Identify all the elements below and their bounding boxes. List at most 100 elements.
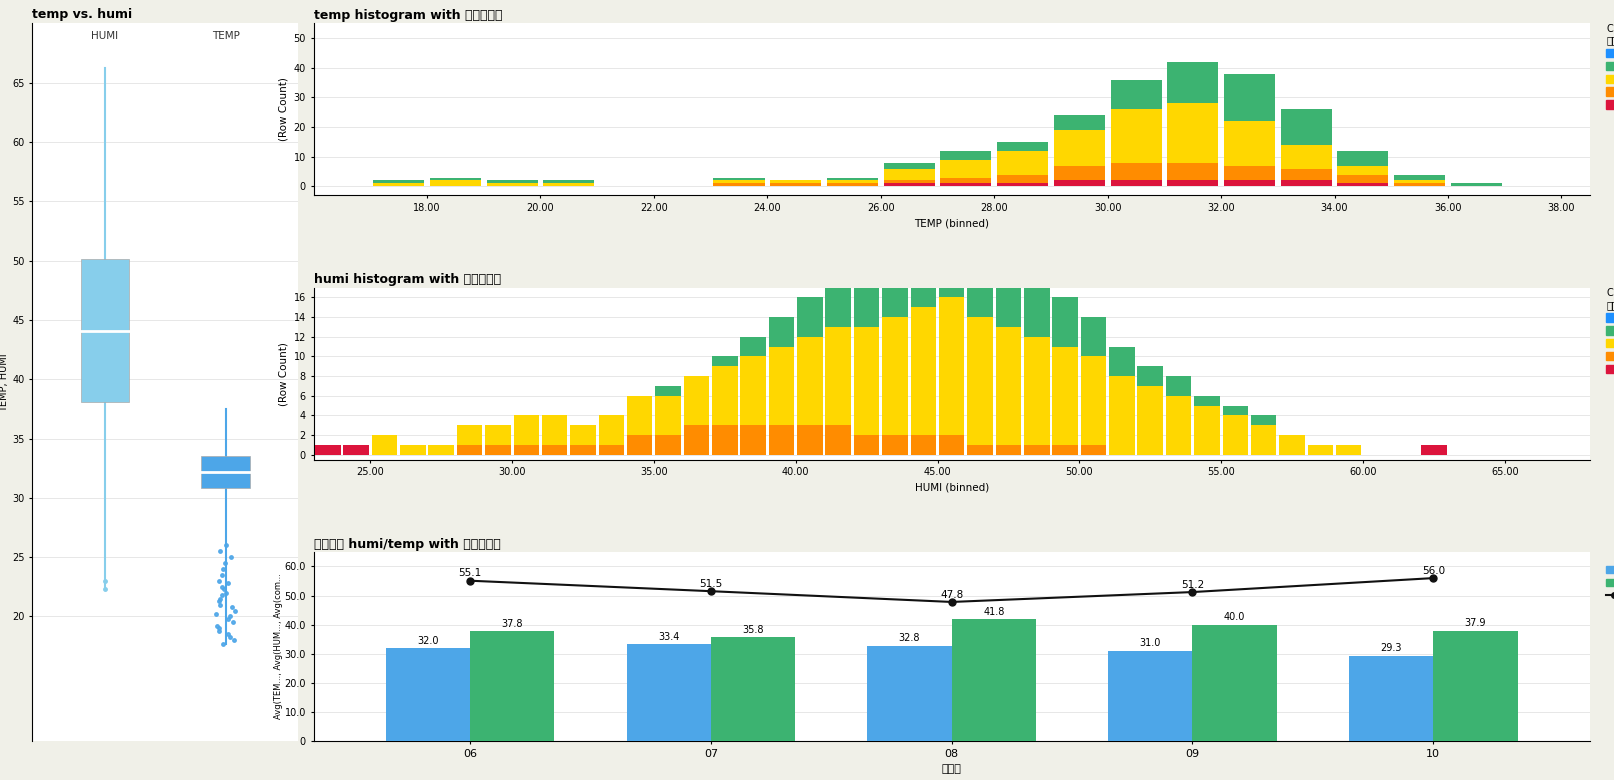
- Y-axis label: Avg(TEM..., Avg(HUM..., Avg(com...: Avg(TEM..., Avg(HUM..., Avg(com...: [274, 573, 282, 719]
- Bar: [1167, 163, 1219, 180]
- Bar: [1280, 180, 1332, 186]
- Line: Avg(comfort): Avg(comfort): [466, 575, 1436, 605]
- X-axis label: 측정월: 측정월: [941, 764, 962, 775]
- Bar: [1338, 165, 1388, 175]
- Bar: [910, 435, 936, 455]
- Bar: [1110, 109, 1162, 163]
- Legend: Avg(TEMP), Avg(HUMI), Avg(comfort): Avg(TEMP), Avg(HUMI), Avg(comfort): [1603, 548, 1614, 604]
- Bar: [655, 435, 681, 455]
- Bar: [1052, 346, 1078, 445]
- Bar: [939, 297, 965, 435]
- Bar: [941, 178, 991, 183]
- Text: 41.8: 41.8: [983, 607, 1004, 617]
- Bar: [1349, 656, 1433, 741]
- Bar: [883, 168, 935, 180]
- Bar: [710, 636, 796, 741]
- Bar: [1280, 435, 1304, 455]
- Bar: [1223, 121, 1275, 165]
- Text: 51.2: 51.2: [1181, 580, 1204, 590]
- Bar: [1420, 445, 1446, 455]
- Bar: [854, 327, 880, 435]
- Bar: [429, 180, 481, 186]
- Bar: [713, 180, 765, 183]
- Bar: [1193, 625, 1277, 741]
- Bar: [713, 178, 765, 180]
- Bar: [1109, 376, 1135, 455]
- Bar: [1110, 180, 1162, 186]
- Bar: [1394, 183, 1445, 186]
- Bar: [1081, 356, 1106, 445]
- Bar: [939, 435, 965, 455]
- Bar: [386, 648, 470, 741]
- Bar: [797, 337, 823, 425]
- Bar: [344, 445, 370, 455]
- Text: 47.8: 47.8: [939, 590, 964, 600]
- Bar: [1081, 317, 1106, 356]
- Bar: [997, 151, 1047, 175]
- Bar: [1338, 183, 1388, 186]
- Text: HUMI: HUMI: [92, 31, 118, 41]
- Bar: [883, 163, 935, 168]
- Bar: [470, 631, 554, 741]
- Bar: [1110, 163, 1162, 180]
- Avg(comfort): [1183, 587, 1202, 597]
- Bar: [544, 183, 594, 186]
- Bar: [826, 183, 878, 186]
- Text: 55.1: 55.1: [458, 569, 481, 579]
- Bar: [1023, 278, 1049, 337]
- Bar: [570, 425, 596, 445]
- Bar: [1167, 180, 1219, 186]
- Bar: [797, 425, 823, 455]
- Bar: [1165, 376, 1191, 395]
- Bar: [1223, 165, 1275, 180]
- Text: 35.8: 35.8: [742, 625, 763, 635]
- Bar: [457, 425, 483, 445]
- Bar: [1054, 130, 1106, 165]
- Bar: [826, 178, 878, 180]
- Text: temp histogram with 쿼적성지수: temp histogram with 쿼적성지수: [313, 9, 502, 23]
- Bar: [599, 416, 625, 445]
- Bar: [741, 337, 767, 356]
- Bar: [967, 239, 993, 317]
- Bar: [910, 229, 936, 307]
- Bar: [428, 445, 454, 455]
- Text: 56.0: 56.0: [1422, 566, 1445, 576]
- Bar: [996, 258, 1022, 327]
- Bar: [655, 386, 681, 395]
- Bar: [542, 416, 568, 445]
- Bar: [967, 317, 993, 445]
- Avg(comfort): [460, 576, 479, 586]
- Avg(comfort): [943, 597, 962, 607]
- Bar: [513, 445, 539, 455]
- Bar: [1280, 168, 1332, 180]
- Bar: [1165, 395, 1191, 455]
- Text: 37.8: 37.8: [502, 619, 523, 629]
- Bar: [1109, 651, 1193, 741]
- Bar: [939, 209, 965, 297]
- Legend: 매우쿼적, 쿼적, 보통, 불쿼, 매우불쿼: 매우쿼적, 쿼적, 보통, 불쿼, 매우불쿼: [1603, 284, 1614, 378]
- Bar: [1054, 115, 1106, 130]
- Bar: [854, 435, 880, 455]
- Bar: [768, 425, 794, 455]
- Bar: [1222, 406, 1248, 416]
- Bar: [513, 416, 539, 445]
- Bar: [315, 445, 341, 455]
- Bar: [626, 435, 652, 455]
- X-axis label: HUMI (binned): HUMI (binned): [915, 483, 989, 493]
- Bar: [768, 346, 794, 425]
- Bar: [1394, 180, 1445, 183]
- Bar: [712, 367, 738, 425]
- Text: TEMP: TEMP: [211, 31, 239, 41]
- Bar: [1194, 406, 1220, 455]
- Legend: 매우쿼적, 쿼적, 보통, 불쿼, 매우불쿼: 매우쿼적, 쿼적, 보통, 불쿼, 매우불쿼: [1603, 20, 1614, 114]
- Bar: [1109, 346, 1135, 376]
- Bar: [1167, 62, 1219, 104]
- Y-axis label: (Row Count): (Row Count): [278, 77, 287, 141]
- Bar: [429, 178, 481, 180]
- Avg(comfort): [700, 587, 720, 596]
- Bar: [768, 317, 794, 346]
- Bar: [570, 445, 596, 455]
- Bar: [1394, 175, 1445, 180]
- Bar: [741, 356, 767, 425]
- Bar: [1167, 104, 1219, 163]
